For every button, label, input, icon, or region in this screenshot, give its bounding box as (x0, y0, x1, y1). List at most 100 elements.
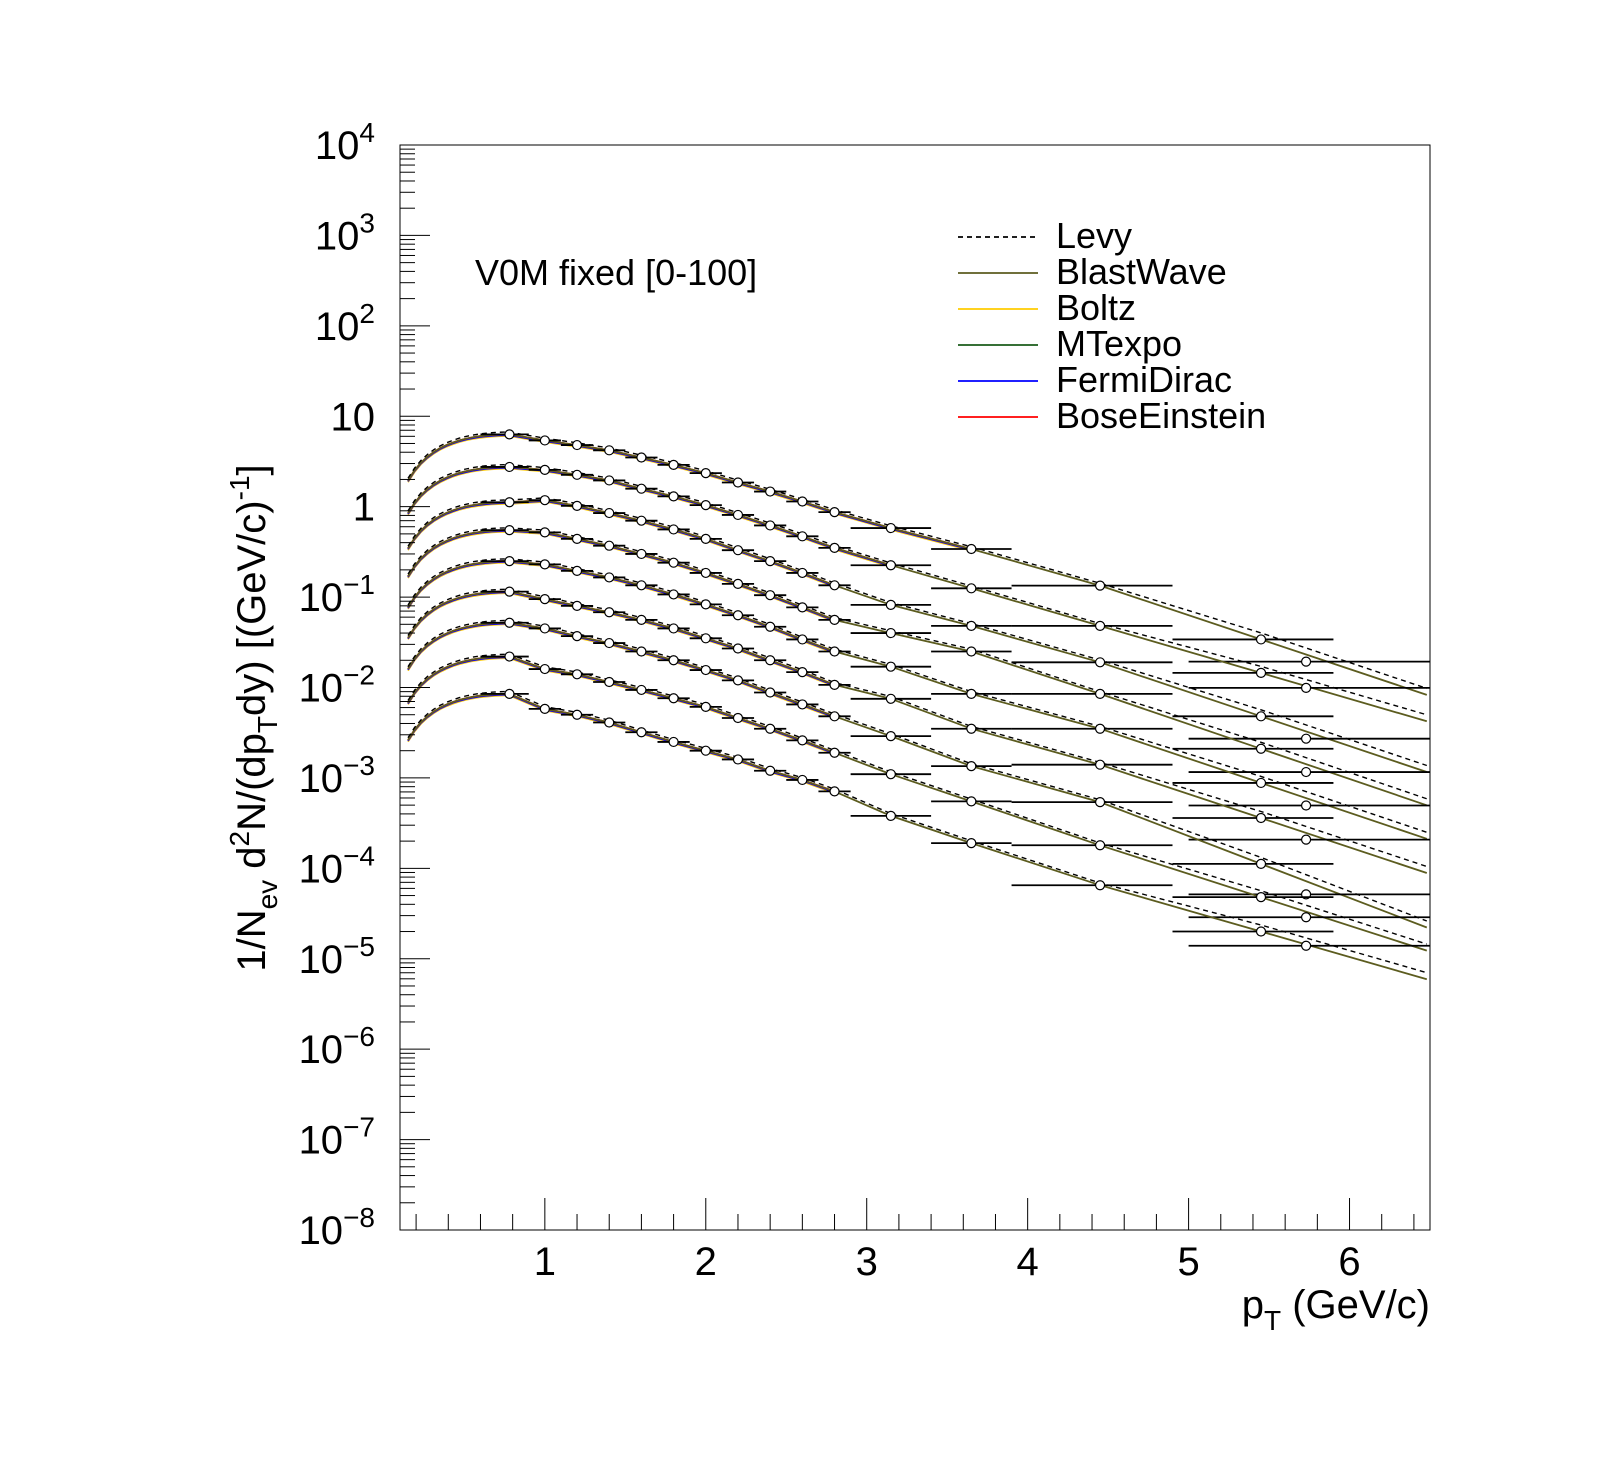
series-8 (407, 651, 1430, 952)
series-2 (407, 461, 1430, 723)
data-point (797, 735, 808, 746)
data-point (504, 556, 515, 567)
y-tick-label: 10−3 (299, 750, 375, 801)
data-point (966, 583, 977, 594)
data-point (700, 500, 711, 511)
data-point (765, 556, 776, 567)
data-point (604, 607, 615, 618)
data-point (885, 522, 896, 534)
data-point (966, 543, 977, 555)
data-point (604, 717, 615, 728)
data-point (732, 643, 744, 654)
y-tick-label: 103 (315, 207, 375, 258)
data-point (797, 667, 808, 678)
data-point (1300, 940, 1312, 951)
data-point (604, 637, 615, 649)
data-point (539, 435, 550, 446)
data-point (604, 540, 615, 551)
data-point (700, 633, 711, 644)
legend-label: FermiDirac (1056, 359, 1232, 400)
data-point (700, 567, 711, 579)
data-point (504, 651, 515, 662)
data-point (765, 486, 776, 497)
data-point (668, 693, 679, 704)
data-point (571, 565, 583, 576)
data-point (732, 578, 744, 589)
x-tick-label: 6 (1338, 1240, 1360, 1284)
data-point (885, 627, 896, 639)
data-point (539, 663, 550, 675)
data-point (1255, 926, 1267, 937)
fit-curve-levy (407, 588, 1428, 868)
fit-curve-levy (407, 497, 1428, 767)
data-point (966, 646, 977, 657)
data-point (885, 810, 896, 822)
data-point (797, 567, 808, 579)
data-point (797, 634, 808, 645)
data-point (571, 709, 583, 720)
data-point (539, 495, 550, 506)
data-point (539, 559, 550, 570)
data-point (1094, 759, 1106, 770)
x-tick-label: 5 (1177, 1240, 1199, 1284)
data-point (1094, 688, 1106, 699)
y-tick-label: 104 (315, 117, 375, 168)
data-point (668, 557, 679, 568)
data-point (504, 525, 515, 536)
data-point (1300, 912, 1312, 923)
data-point (1300, 766, 1312, 778)
data-point (571, 669, 583, 680)
data-point (765, 520, 776, 531)
data-point (1094, 880, 1106, 891)
y-tick-label: 10−4 (299, 840, 375, 891)
data-point (885, 560, 896, 571)
data-point (829, 679, 840, 690)
data-point (1255, 743, 1267, 754)
x-tick-label: 4 (1017, 1240, 1039, 1284)
fit-curve-levy (407, 431, 1428, 690)
series-5 (407, 556, 1430, 840)
data-point (829, 711, 840, 722)
data-point (1255, 892, 1267, 903)
data-point (732, 509, 744, 521)
fit-curve-levy (407, 464, 1427, 716)
data-point (732, 610, 744, 621)
data-point (504, 617, 515, 628)
data-point (604, 572, 615, 583)
data-point (966, 688, 977, 699)
x-tick-label: 3 (856, 1240, 878, 1284)
data-point (636, 646, 647, 657)
y-tick-label: 102 (315, 298, 375, 349)
data-point (700, 533, 711, 545)
fit-curve-levy (407, 619, 1428, 922)
legend-item: FermiDirac (958, 359, 1232, 400)
legend-item: BlastWave (958, 251, 1227, 292)
data-point (797, 531, 808, 542)
data-point (829, 747, 840, 758)
data-point (700, 701, 711, 713)
data-point (829, 542, 840, 553)
y-tick-label: 10 (331, 395, 376, 439)
y-tick-label: 10−6 (299, 1021, 375, 1072)
data-point (571, 439, 583, 451)
y-tick-label: 10−2 (299, 660, 375, 711)
data-point (829, 614, 840, 625)
data-point (636, 515, 647, 526)
data-point (700, 468, 711, 479)
data-point (885, 693, 896, 704)
data-point (571, 500, 583, 511)
data-point (1094, 620, 1106, 632)
data-point (797, 602, 808, 613)
y-tick-label: 10−5 (299, 931, 375, 982)
data-point (1094, 840, 1106, 851)
plot-layer (407, 429, 1430, 981)
data-point (885, 769, 896, 780)
data-point (966, 838, 977, 849)
data-point (636, 684, 647, 696)
data-point (504, 586, 515, 597)
fit-curve-levy (407, 690, 1427, 974)
data-point (604, 445, 615, 456)
data-point (636, 452, 647, 463)
data-point (765, 723, 776, 734)
